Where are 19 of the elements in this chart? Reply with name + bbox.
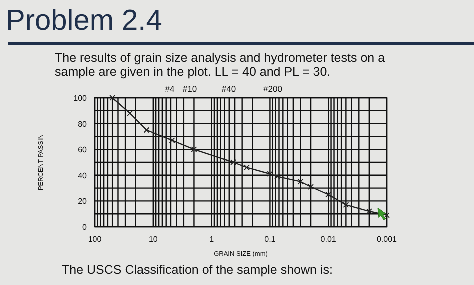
y-tick-label: 20	[78, 197, 88, 206]
x-tick-label: 0.001	[376, 235, 398, 244]
y-tick-label: 40	[78, 171, 88, 180]
text: The USCS Classification of the sample shown is:	[62, 263, 333, 277]
y-tick-label: 0	[82, 223, 88, 232]
text: #4	[165, 84, 175, 94]
text: #10	[182, 84, 198, 94]
y-tick-label: 60	[78, 146, 88, 155]
x-tick-label: 1	[210, 235, 215, 244]
x-tick-label: 0.01	[320, 235, 337, 244]
y-tick-label: 100	[74, 94, 88, 103]
text: #200	[264, 84, 283, 94]
chart-title: Problem 2.4	[6, 5, 162, 37]
x-tick-label: 100	[88, 235, 102, 244]
x-tick-label: 10	[148, 235, 158, 244]
y-tick-label: 80	[78, 120, 88, 129]
text: #40	[222, 84, 236, 94]
chart-subtitle: The results of grain size analysis and hydrometer tests on a sample are given in the plot. LL = 40 and PL = 30.	[55, 51, 386, 79]
x-tick-label: 0.1	[264, 235, 276, 244]
